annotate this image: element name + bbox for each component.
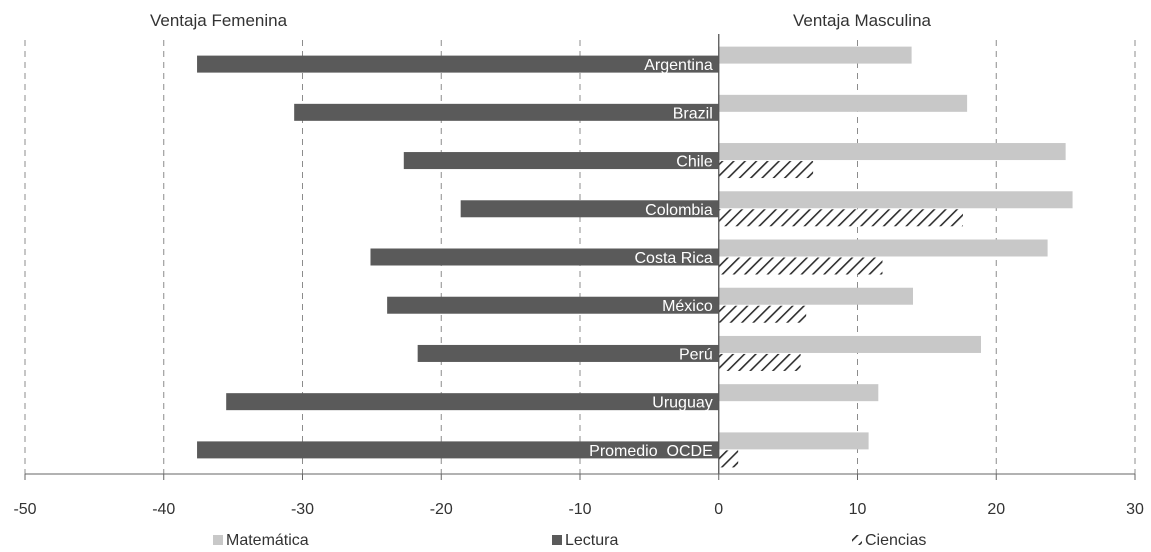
- bar-matematica: [718, 335, 981, 353]
- bar-ciencias: [718, 161, 814, 179]
- bar-lectura: [460, 200, 719, 218]
- bar-lectura: [403, 152, 719, 170]
- legend-swatch: [213, 535, 223, 545]
- x-tick-label: -10: [568, 501, 591, 518]
- x-tick-label: 0: [714, 501, 723, 518]
- header-left-label: Ventaja Femenina: [150, 11, 288, 30]
- bars: [197, 34, 1073, 474]
- bar-ciencias: [718, 305, 807, 323]
- legend: Matemática Lectura Ciencias: [213, 532, 926, 549]
- x-tick-label: 10: [849, 501, 867, 518]
- bar-matematica: [718, 432, 869, 450]
- bar-ciencias: [718, 353, 801, 371]
- legend-swatch: [852, 535, 862, 545]
- bar-matematica: [718, 143, 1066, 161]
- category-labels: Argentina Brazil Chile Colombia Costa Rica Mé…: [589, 57, 713, 460]
- category-label: Argentina: [644, 57, 713, 74]
- header-right-label: Ventaja Masculina: [793, 11, 932, 30]
- x-tick-label: 20: [987, 501, 1005, 518]
- bar-lectura: [197, 441, 719, 459]
- bar-matematica: [718, 46, 912, 64]
- legend-swatch: [552, 535, 562, 545]
- bar-matematica: [718, 384, 879, 402]
- bar-ciencias: [718, 450, 739, 468]
- x-axis: -50 -40 -30 -20 -10 0 10 20 30: [13, 473, 1144, 518]
- category-label: Promedio OCDE: [589, 443, 713, 460]
- category-label: Chile: [676, 154, 713, 171]
- bar-ciencias: [718, 257, 883, 275]
- category-label: Brazil: [673, 105, 713, 122]
- category-label: Colombia: [645, 202, 713, 219]
- legend-label: Ciencias: [865, 532, 926, 549]
- x-tick-label: -50: [13, 501, 36, 518]
- category-label: Perú: [679, 346, 713, 363]
- bar-matematica: [718, 191, 1073, 209]
- bar-lectura: [370, 248, 719, 266]
- bar-lectura: [294, 103, 719, 121]
- bar-lectura: [226, 393, 719, 411]
- bar-lectura: [197, 55, 719, 73]
- category-label: México: [662, 298, 713, 315]
- category-label: Costa Rica: [635, 250, 713, 267]
- x-tick-label: -30: [291, 501, 314, 518]
- x-tick-label: 30: [1126, 501, 1144, 518]
- bar-matematica: [718, 94, 968, 112]
- legend-label: Matemática: [226, 532, 309, 549]
- bar-ciencias: [718, 209, 963, 227]
- bar-matematica: [718, 287, 913, 305]
- legend-label: Lectura: [565, 532, 618, 549]
- bar-lectura: [387, 296, 719, 314]
- x-tick-label: -40: [152, 501, 175, 518]
- category-label: Uruguay: [652, 395, 712, 412]
- x-tick-label: -20: [430, 501, 453, 518]
- bar-lectura: [417, 344, 719, 362]
- bar-matematica: [718, 239, 1048, 257]
